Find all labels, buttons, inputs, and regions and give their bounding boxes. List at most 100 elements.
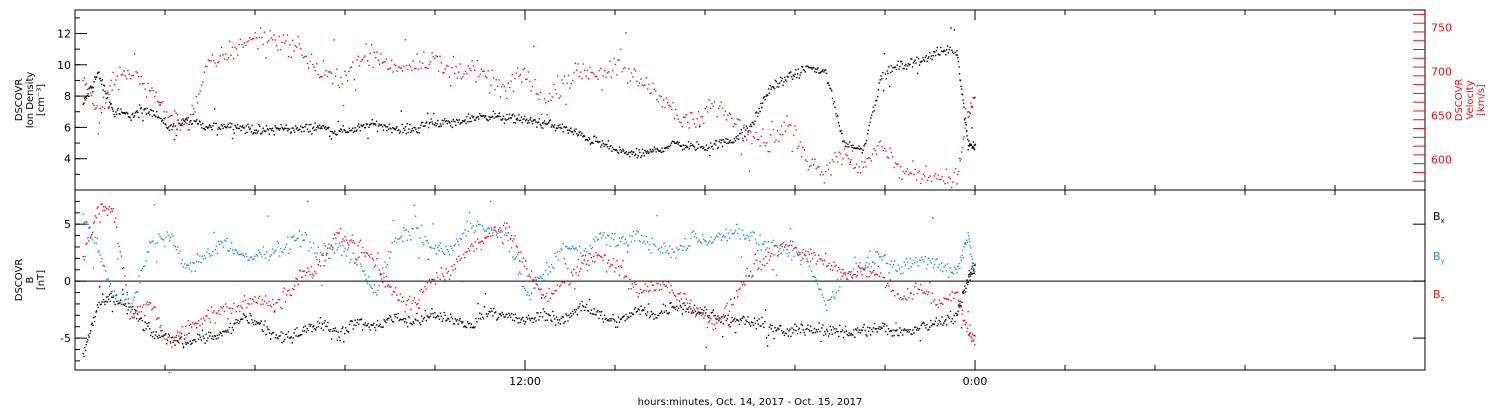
ion-density-series-point <box>566 129 569 131</box>
by-series-point <box>952 273 955 275</box>
by-series-point <box>280 247 282 250</box>
velocity-series-point <box>336 68 338 70</box>
ion-density-series-point <box>692 145 695 147</box>
bx-series-point <box>682 308 684 311</box>
bx-series-point <box>778 328 780 330</box>
by-series-point <box>969 253 972 255</box>
ion-density-series-point <box>962 99 964 101</box>
bz-series-point <box>88 240 90 242</box>
ion-density-series-point <box>170 124 172 126</box>
by-series-point <box>724 236 726 238</box>
bx-series-point <box>154 334 157 336</box>
bz-series-point <box>215 312 217 314</box>
by-series-point <box>759 234 761 236</box>
by-series-point <box>260 253 262 255</box>
bx-series-point <box>944 320 946 322</box>
bx-series-point <box>916 327 919 329</box>
ion-density-series-point <box>378 123 380 125</box>
velocity-series-point <box>305 55 307 57</box>
time-axis: 12:00 0:00 <box>509 10 987 388</box>
ion-density-series-point <box>99 77 101 79</box>
by-series-point <box>567 247 569 250</box>
ion-density-series-point <box>237 127 240 130</box>
ion-density-series-point <box>461 121 463 124</box>
bz-series-point <box>580 267 582 270</box>
by-series-point <box>275 249 277 251</box>
by-series-point <box>916 261 918 263</box>
bz-series-point <box>743 282 745 284</box>
ion-density-series-point <box>931 59 933 61</box>
ion-density-series-point <box>497 115 500 117</box>
ion-density-series-point <box>768 92 771 94</box>
bx-series-point <box>412 321 414 323</box>
ion-density-series-point <box>666 146 668 148</box>
velocity-series-point <box>688 127 690 129</box>
bz-series-point <box>273 303 275 306</box>
ion-density-series-point <box>159 104 161 106</box>
bz-series-point <box>400 301 403 303</box>
by-series-point <box>426 239 428 242</box>
bx-series-point <box>456 318 458 321</box>
bz-series-point <box>510 235 513 237</box>
ion-density-series-point <box>277 127 279 129</box>
velocity-series-point <box>671 108 673 111</box>
by-series-point <box>800 263 802 266</box>
ion-density-series-point <box>364 126 367 129</box>
bx-series-point <box>150 334 152 337</box>
by-series-point <box>263 253 266 256</box>
ion-density-series-point <box>116 109 119 111</box>
ion-density-series-point <box>780 80 783 82</box>
bx-series-point <box>553 315 555 317</box>
ion-density-series-point <box>194 120 196 122</box>
bx-series-point <box>599 311 601 313</box>
ion-density-series-point <box>136 110 138 112</box>
bx-series-point <box>386 319 388 321</box>
by-series-point <box>773 245 775 247</box>
ion-density-series-point <box>902 67 904 70</box>
velocity-series-point <box>226 59 228 61</box>
by-series-point <box>328 257 330 259</box>
bz-series-point <box>342 238 344 240</box>
ion-density-series-point <box>501 119 503 121</box>
bx-series-point <box>387 317 389 320</box>
ion-density-series-point <box>560 127 563 129</box>
legend-subscript: z <box>1441 295 1445 303</box>
velocity-series-point <box>762 128 764 130</box>
bz-series-point <box>352 239 355 242</box>
by-series-point <box>253 258 255 260</box>
by-series-point <box>457 240 459 243</box>
by-series-point <box>889 264 891 266</box>
velocity-series-point <box>924 175 926 177</box>
ion-density-series-point <box>312 126 315 128</box>
bz-series-point <box>925 290 928 293</box>
ion-density-series-point <box>777 82 779 85</box>
velocity-series-point <box>239 38 242 41</box>
bx-series-point <box>840 330 843 333</box>
by-series-point <box>145 260 147 262</box>
ion-density-series-point <box>182 118 184 120</box>
bx-series-point <box>453 323 456 325</box>
bz-series-point <box>327 247 329 249</box>
bz-series-point <box>855 276 857 278</box>
bx-series-point <box>574 311 577 313</box>
ion-density-series-point <box>327 128 329 130</box>
bz-series-point <box>972 334 975 337</box>
ion-density-series-point <box>887 72 889 75</box>
bz-series-point <box>971 333 974 335</box>
ion-density-series-point <box>300 130 303 133</box>
ion-density-series-point <box>937 53 939 55</box>
bx-series-point <box>606 319 608 321</box>
by-series-point <box>443 252 445 254</box>
ion-density-series-point <box>661 147 663 149</box>
bz-series-point <box>603 254 605 257</box>
bx-series-point <box>486 315 488 317</box>
ion-density-series-point <box>623 152 626 154</box>
bx-series-point <box>143 329 145 332</box>
by-series-point <box>444 253 446 256</box>
bz-series-point <box>406 300 408 302</box>
by-series-point <box>859 262 861 264</box>
bx-series-point <box>689 305 691 308</box>
bz-series-point <box>690 299 692 301</box>
bx-series-point <box>807 324 809 326</box>
bx-series-point <box>620 318 622 320</box>
